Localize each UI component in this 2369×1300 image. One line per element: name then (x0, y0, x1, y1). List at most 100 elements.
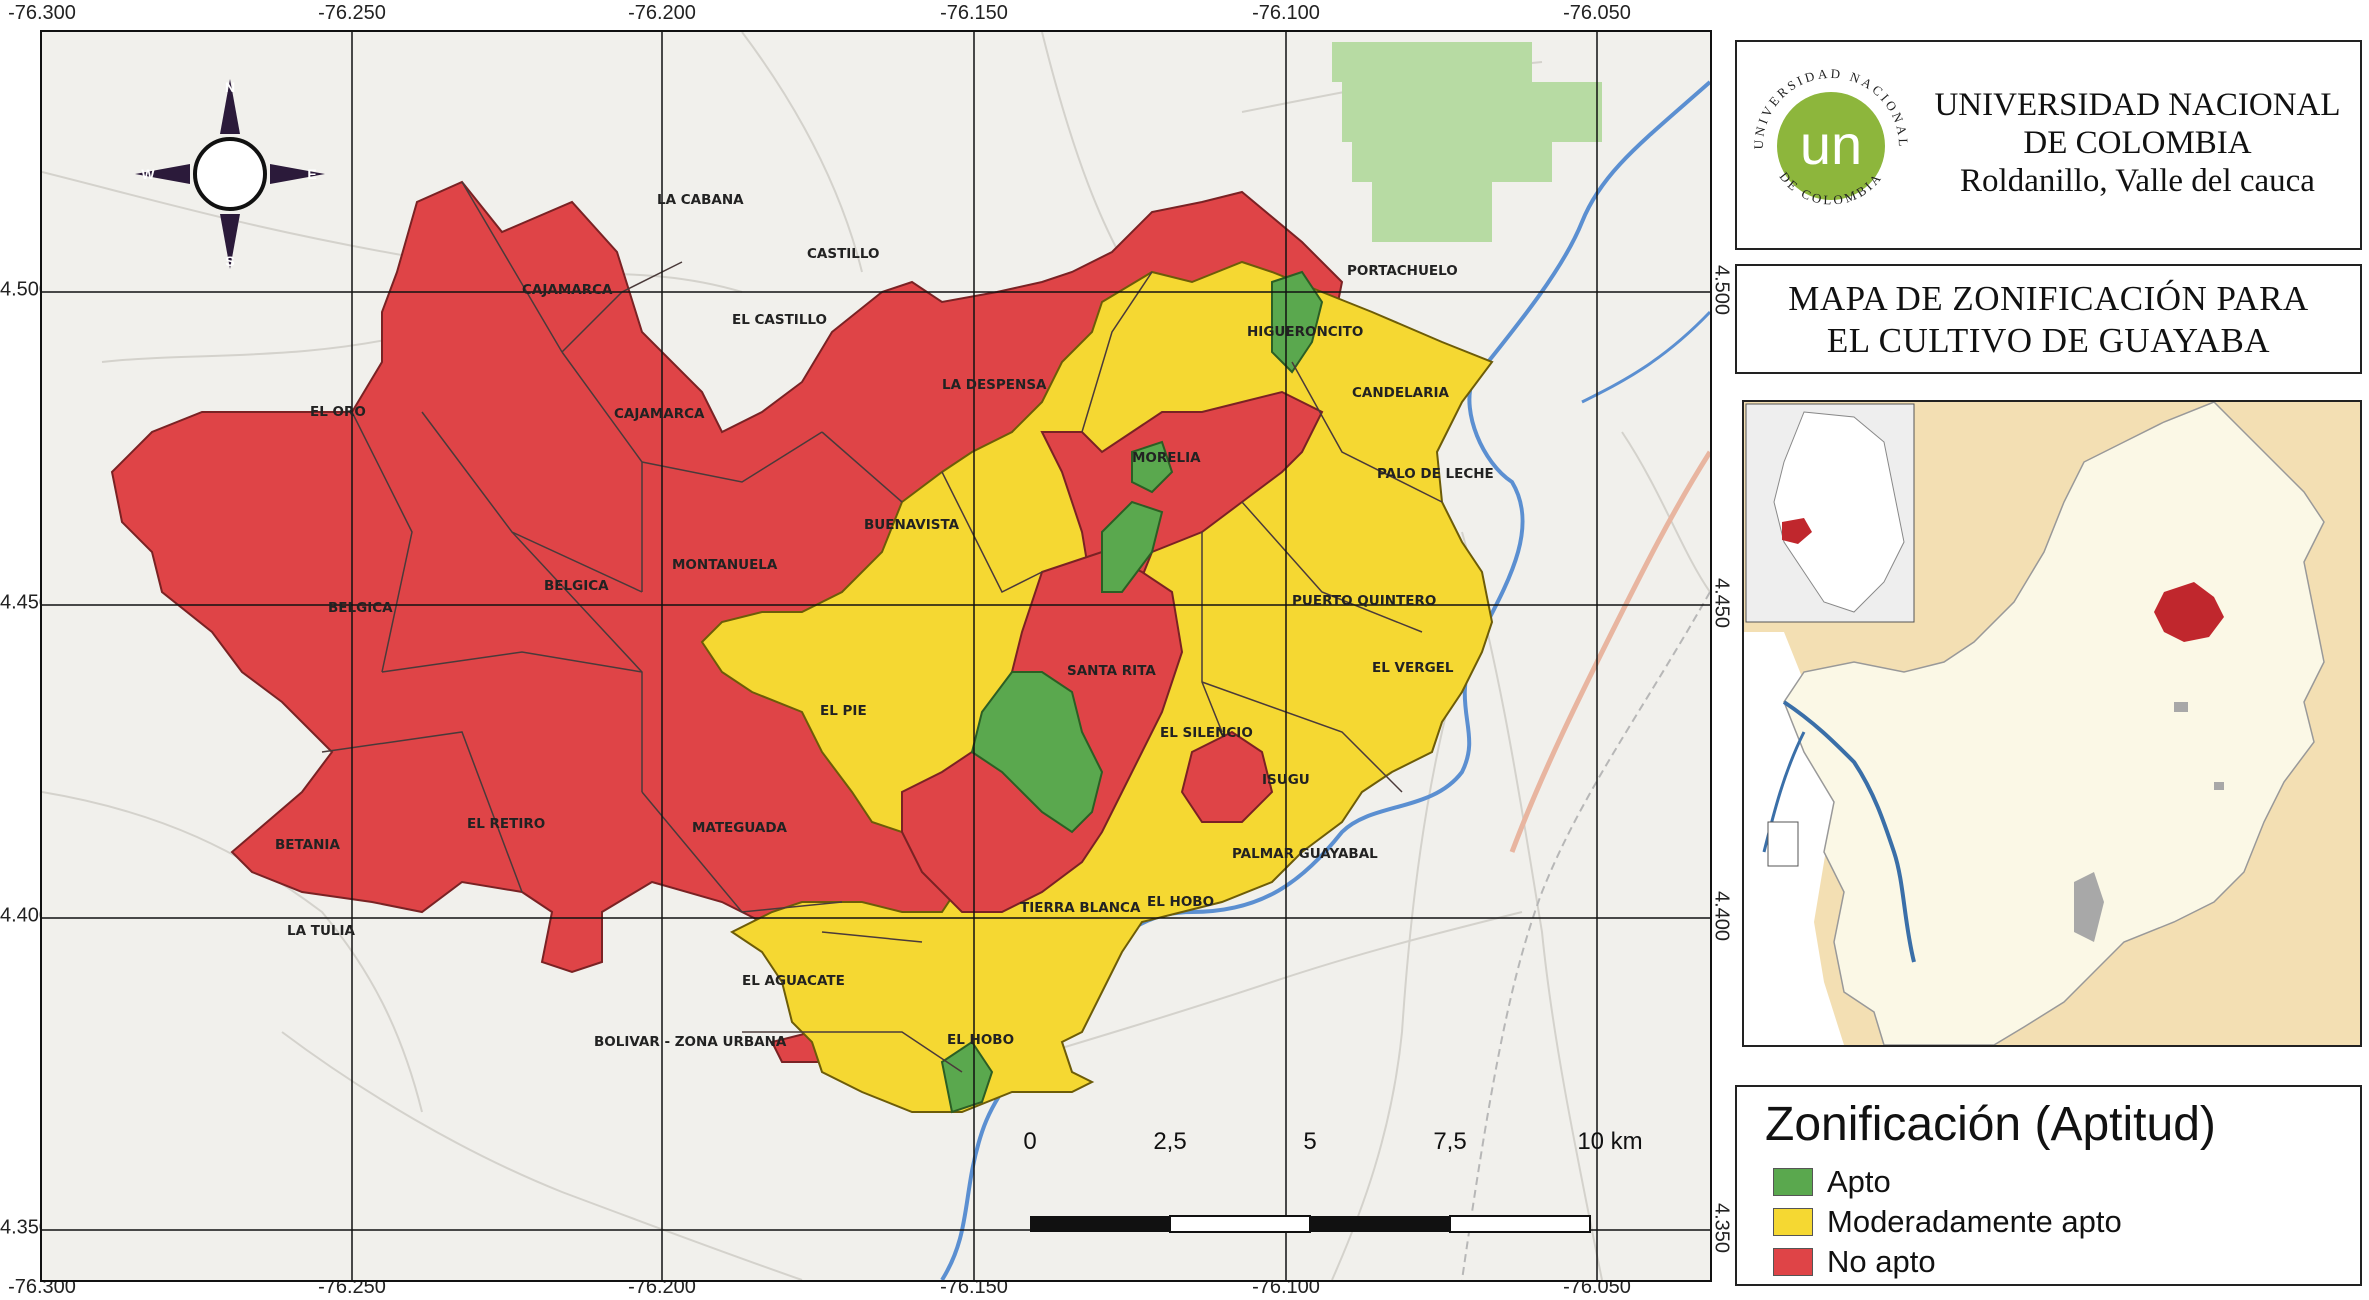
map-title-line-1: MAPA DE ZONIFICACIÓN PARA (1788, 279, 2309, 318)
legend-label-moderado: Moderadamente apto (1827, 1204, 2122, 1239)
la-union-green-area (1332, 42, 1602, 242)
no-apto-east (1180, 730, 1274, 823)
place-label: BUENAVISTA (864, 517, 960, 533)
place-label: MORELIA (1132, 450, 1201, 466)
place-label: EL HOBO (1147, 894, 1214, 910)
place-label: PALMAR GUAYABAL (1232, 846, 1378, 862)
vereda-boundaries (321, 181, 1443, 1073)
place-label: EL RETIRO (467, 816, 545, 832)
legend-title: Zonificación (Aptitud) (1765, 1098, 2216, 1151)
compass-s: S (225, 253, 234, 269)
graticule (42, 32, 1710, 1280)
place-label: LA DESPENSA (942, 377, 1047, 393)
place-label: EL CASTILLO (732, 312, 827, 328)
map-title: MAPA DE ZONIFICACIÓN PARA EL CULTIVO DE … (1737, 278, 2360, 362)
institution-panel: un UNIVERSIDAD NACIONAL DE COLOMBIA UNIV… (1735, 40, 2362, 250)
coord-right-2: 4.450 (1710, 577, 1733, 629)
place-label: PALO DE LECHE (1377, 466, 1494, 482)
coord-right-1: 4.500 (1710, 264, 1733, 316)
scale-label-0: 0 (1023, 1128, 1037, 1155)
place-label: EL SILENCIO (1160, 725, 1253, 741)
place-label: EL PIE (820, 703, 867, 719)
place-label: EL VERGEL (1372, 660, 1454, 676)
north-arrow-compass: N S W E (135, 79, 325, 269)
place-label: BELGICA (544, 578, 609, 594)
institution-line-2: DE COLOMBIA (2023, 125, 2252, 161)
institution-line-1: UNIVERSIDAD NACIONAL (1934, 87, 2341, 123)
locator-map[interactable] (1742, 400, 2362, 1047)
inset-highlight (1782, 518, 1812, 544)
apto-zone-south (940, 1040, 994, 1114)
apto-zone-strip (1101, 500, 1164, 593)
place-label: PORTACHUELO (1347, 263, 1458, 279)
place-label: LA CABANA (657, 192, 744, 208)
institution-line-3: Roldanillo, Valle del cauca (1960, 163, 2315, 199)
coord-top-4: -76.150 (940, 2, 1008, 24)
scale-bar (1030, 1215, 1591, 1233)
coord-right-4: 4.350 (1710, 1202, 1733, 1254)
place-label: SANTA RITA (1067, 663, 1156, 679)
place-label: EL AGUACATE (742, 973, 845, 989)
map-title-line-2: EL CULTIVO DE GUAYABA (1826, 321, 2271, 360)
place-label: BETANIA (275, 837, 340, 853)
coord-left-3: 4.400 (0, 904, 51, 927)
legend-swatch-apto (1773, 1168, 1813, 1196)
place-label: BELGICA (328, 600, 393, 616)
legend-item-apto: Apto (1773, 1164, 1891, 1200)
main-map[interactable]: LA CABANA CASTILLO CAJAMARCA EL CASTILLO… (40, 30, 1712, 1282)
coord-left-1: 4.500 (0, 278, 51, 301)
scale-label-2-5: 2,5 (1153, 1128, 1187, 1155)
coord-top-5: -76.100 (1252, 2, 1320, 24)
coord-top-2: -76.250 (318, 2, 386, 24)
university-logo: un UNIVERSIDAD NACIONAL DE COLOMBIA (1751, 66, 1908, 208)
railway-line (1461, 591, 1710, 1280)
scale-label-5: 5 (1303, 1128, 1317, 1155)
place-label: EL ORO (310, 404, 366, 420)
highway-line (1509, 450, 1710, 853)
apto-zone-east (1131, 440, 1174, 494)
zonification-map: LA CABANA CASTILLO CAJAMARCA EL CASTILLO… (42, 32, 1710, 1280)
legend-swatch-no-apto (1773, 1248, 1813, 1276)
place-label: TIERRA BLANCA (1020, 900, 1141, 916)
place-label: PUERTO QUINTERO (1292, 593, 1436, 609)
place-label: ISUGU (1262, 772, 1310, 788)
coord-left-4: 4.350 (0, 1216, 51, 1239)
legend-item-moderado: Moderadamente apto (1773, 1204, 2122, 1240)
basemap-roads (42, 32, 1710, 1280)
scale-label-7-5: 7,5 (1433, 1128, 1467, 1155)
place-label: CAJAMARCA (614, 406, 705, 422)
compass-w: W (141, 166, 155, 182)
apto-zone-central (970, 671, 1104, 834)
legend-item-no-apto: No apto (1773, 1244, 1936, 1280)
place-label: BOLIVAR - ZONA URBANA (594, 1034, 787, 1050)
institution-name: UNIVERSIDAD NACIONAL DE COLOMBIA Roldani… (1915, 86, 2360, 200)
roldanillo-highlight (2154, 582, 2224, 642)
map-title-panel: MAPA DE ZONIFICACIÓN PARA EL CULTIVO DE … (1735, 264, 2362, 374)
logo-initials: un (1800, 113, 1862, 176)
coord-top-1: -76.300 (8, 2, 76, 24)
place-label: MONTANUELA (672, 557, 778, 573)
place-label: CANDELARIA (1352, 385, 1450, 401)
place-label: EL HOBO (947, 1032, 1014, 1048)
coord-top-3: -76.200 (628, 2, 696, 24)
coord-right-3: 4.400 (1710, 890, 1733, 942)
legend-label-apto: Apto (1827, 1164, 1891, 1199)
compass-e: E (307, 166, 316, 182)
legend-panel: Zonificación (Aptitud) Apto Moderadament… (1735, 1085, 2362, 1286)
coord-top-6: -76.050 (1563, 2, 1631, 24)
place-label: HIGUERONCITO (1247, 324, 1363, 340)
place-label: CAJAMARCA (522, 282, 613, 298)
cauca-river-branch (1581, 310, 1710, 404)
place-label: CASTILLO (807, 246, 880, 262)
legend-swatch-moderado (1773, 1208, 1813, 1236)
locator-map-svg (1744, 402, 2360, 1045)
scale-label-10: 10 km (1577, 1128, 1643, 1155)
valle-del-cauca-shape (1783, 402, 2325, 1045)
place-label: MATEGUADA (692, 820, 788, 836)
apto-zone-north (1271, 270, 1324, 374)
place-label: LA TULIA (287, 923, 356, 939)
place-labels: LA CABANA CASTILLO CAJAMARCA EL CASTILLO… (275, 192, 1494, 1050)
legend-label-no-apto: No apto (1827, 1244, 1936, 1279)
coord-left-2: 4.450 (0, 591, 51, 614)
compass-n: N (225, 79, 235, 95)
